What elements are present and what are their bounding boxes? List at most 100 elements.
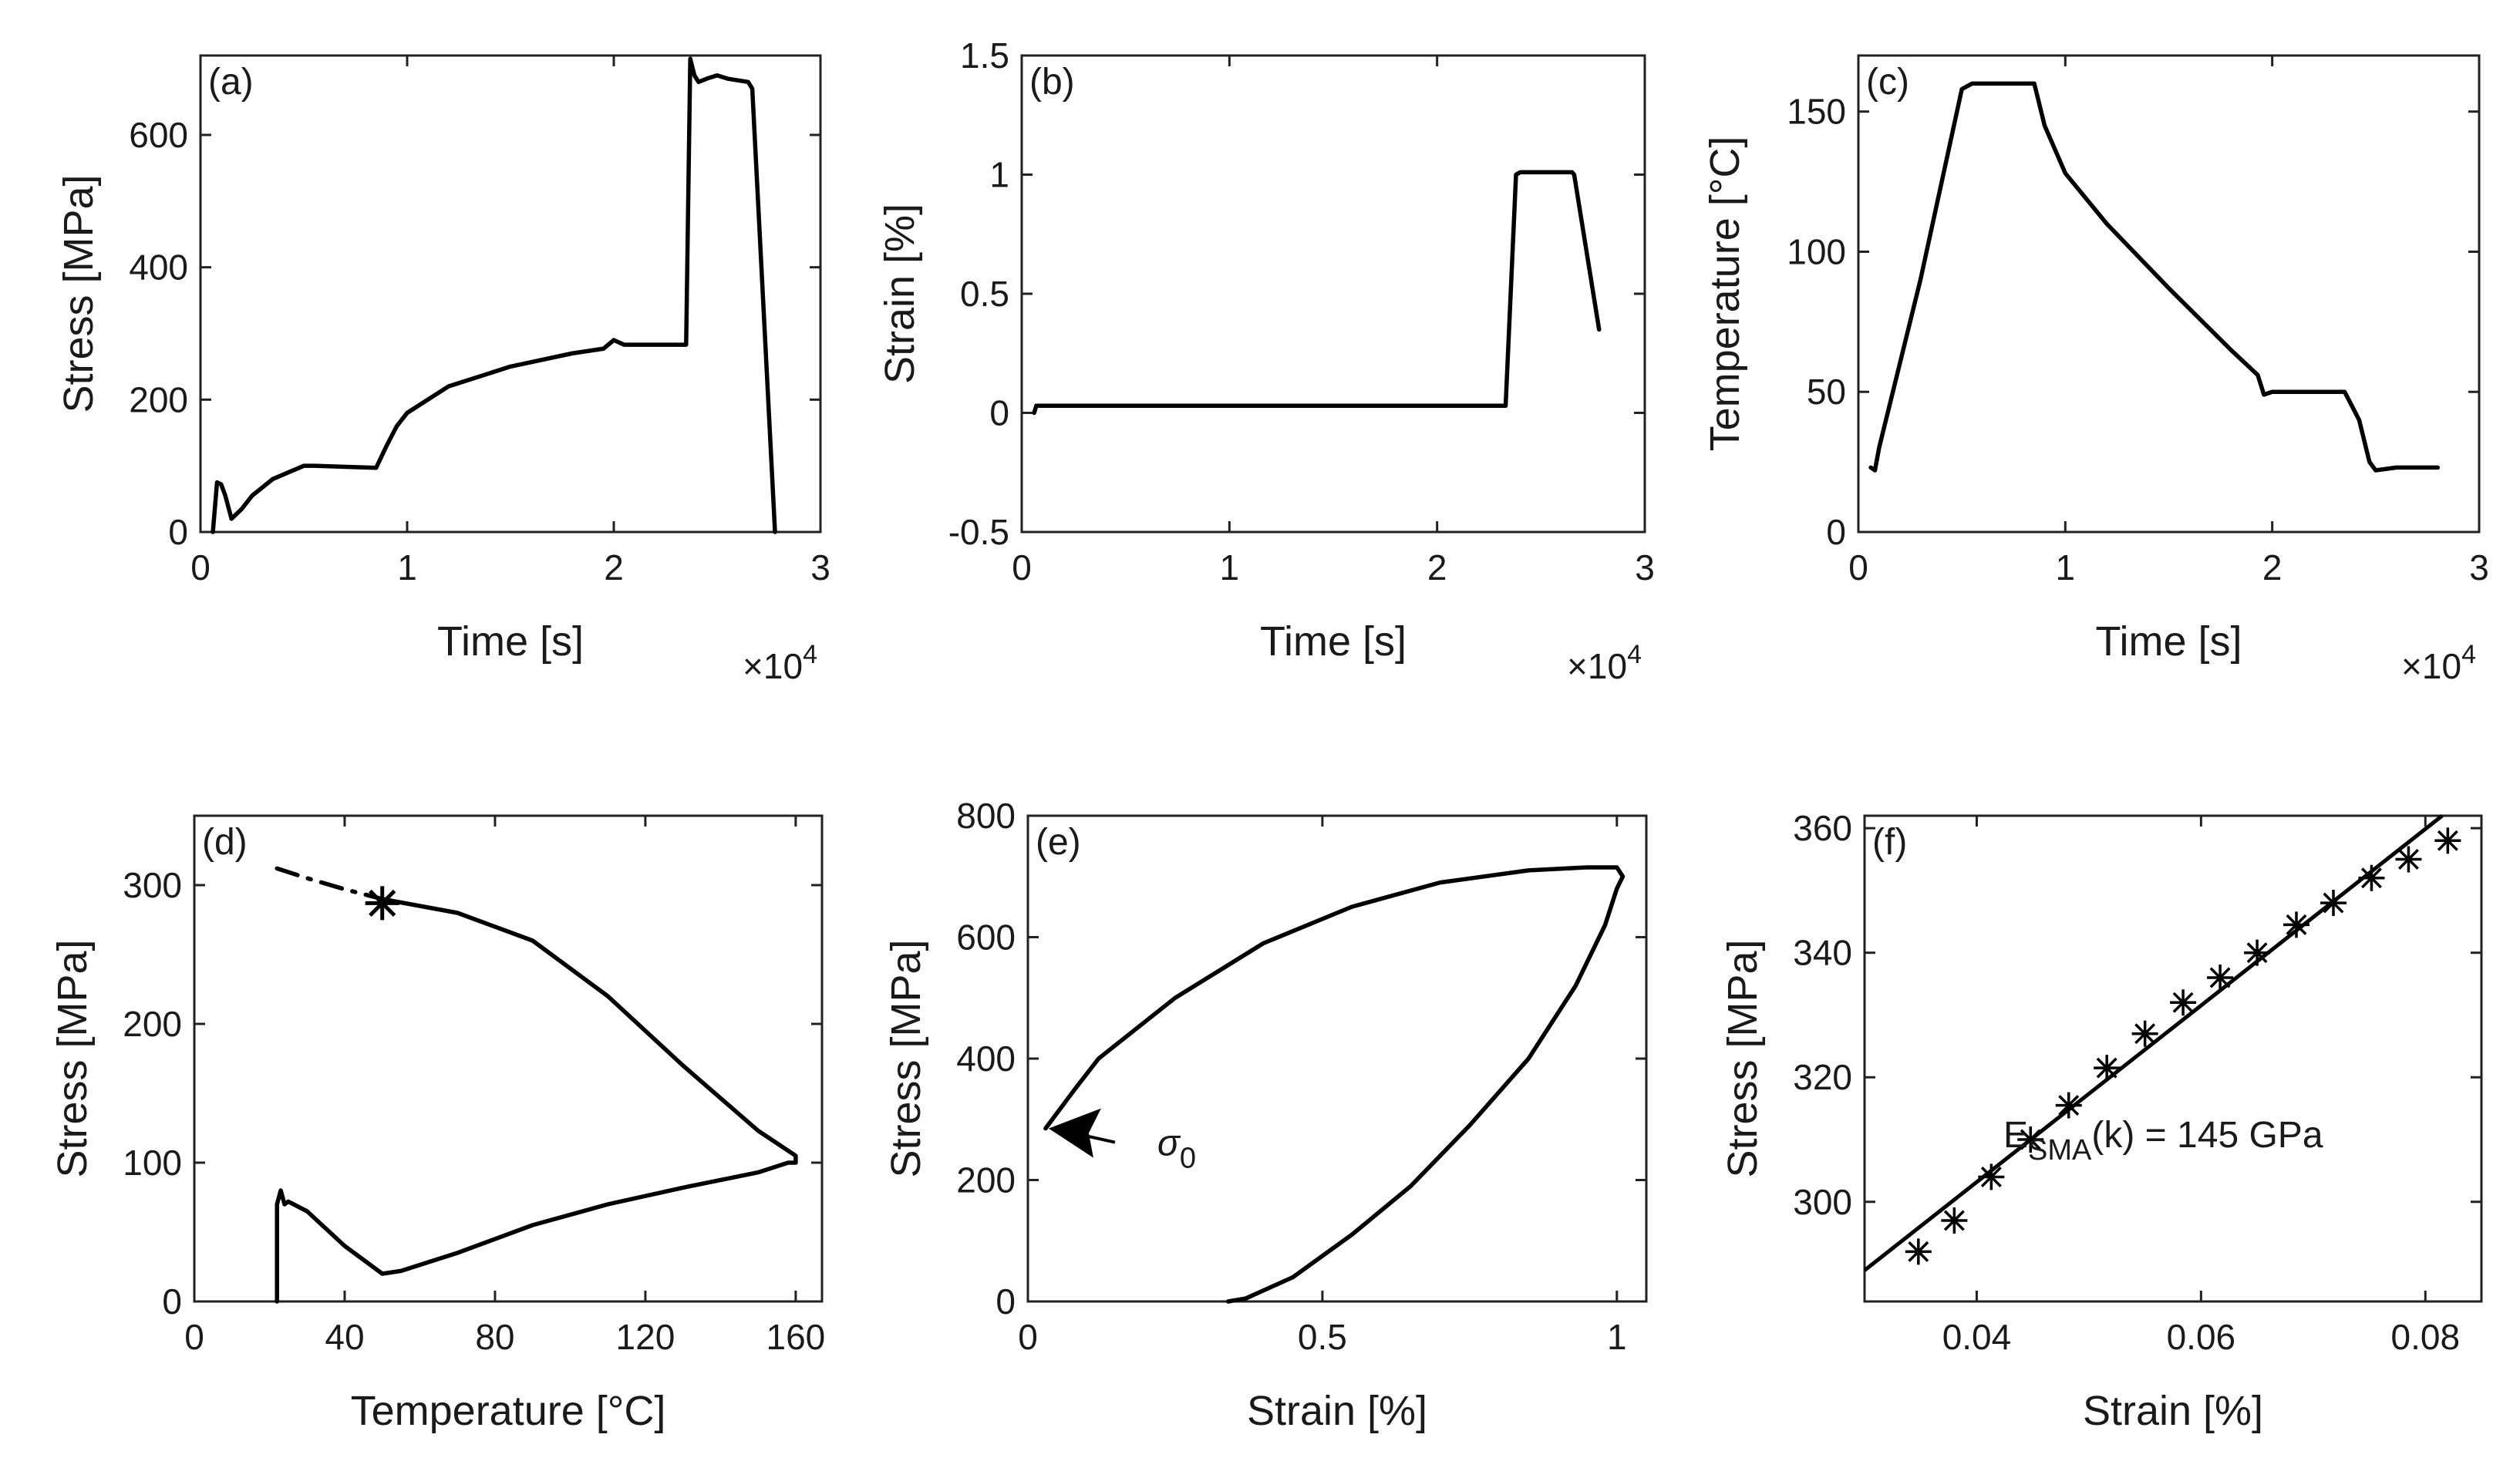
x-exponent-label: ×104: [2401, 640, 2476, 686]
scatter-point-stroke: [2134, 1023, 2156, 1045]
y-tick-label: 100: [123, 1143, 182, 1183]
y-tick-label: 360: [1793, 808, 1852, 848]
scatter-point-stroke: [2172, 992, 2194, 1013]
scatter-point-stroke: [2360, 867, 2382, 889]
panel-d: 0 40 80 120 160 0 100 200 300 Temperature [°C] Str…: [49, 814, 826, 1434]
scatter-point: [1941, 1207, 1968, 1234]
x-tick-label: 1: [2056, 547, 2076, 588]
y-tick-label: 150: [1787, 92, 1846, 132]
scatter-point-stroke: [2397, 849, 2419, 870]
x-tick-label: 0.04: [1942, 1317, 2012, 1357]
x-tick-label: 0: [1848, 547, 1868, 588]
y-tick-label: 0: [989, 393, 1009, 433]
scatter-point: [2434, 827, 2461, 854]
panel-label: (a): [208, 62, 254, 103]
y-tick-label: 300: [123, 865, 182, 905]
scatter-point: [2055, 1092, 2082, 1119]
y-tick-label: 300: [1793, 1182, 1852, 1222]
x-exponent-label: ×104: [743, 640, 817, 686]
x-axis-label: Time [s]: [1260, 618, 1407, 665]
plot-frame: [1026, 814, 1648, 1303]
y-tick-label: 340: [1793, 933, 1852, 973]
scatter-point-stroke: [1943, 1210, 1965, 1231]
scatter-point-stroke: [2209, 967, 2231, 988]
x-axis-label: Strain [%]: [2083, 1388, 2263, 1434]
panel-e: 0 0.5 1 0 200 400 600 800 Strain [%] Stress [MPa]…: [883, 796, 1648, 1434]
x-tick-label: 1: [1220, 547, 1240, 588]
sigma0-arrow-head: [1048, 1108, 1101, 1158]
fit-line: [1863, 814, 2444, 1272]
scatter-point: [2170, 989, 2197, 1016]
modulus-annotation: ESMA(k) = 145 GPa: [2003, 1115, 2323, 1167]
y-tick-label: 600: [129, 115, 188, 155]
scatter-point-stroke: [2096, 1057, 2117, 1079]
series-line-extrapolation: [275, 866, 385, 901]
x-axis-label: Time [s]: [437, 618, 584, 665]
panel-label: (b): [1029, 62, 1075, 103]
series-line-hysteresis: [1043, 865, 1626, 1304]
x-tick-label: 0: [184, 1317, 204, 1357]
y-tick-label: 0.5: [960, 274, 1009, 314]
x-tick-label: 3: [810, 547, 830, 588]
panel-f: 0.04 0.06 0.08 300 320 340 360 Strain [%] Stress…: [1720, 808, 2483, 1434]
y-tick-label: 600: [956, 918, 1016, 958]
y-tick-label: 0: [162, 1281, 182, 1322]
y-tick-label: 200: [956, 1160, 1016, 1200]
x-tick-label: 40: [325, 1317, 364, 1357]
panel-label: (f): [1872, 822, 1907, 863]
x-tick-label: 2: [1427, 547, 1447, 588]
scatter-point-stroke: [2437, 830, 2458, 851]
y-tick-label: 800: [956, 796, 1016, 836]
y-tick-label: 0: [168, 512, 188, 552]
y-tick-label: 0: [996, 1281, 1016, 1322]
series-line-stress: [211, 56, 777, 534]
panel-label: (d): [202, 822, 248, 863]
sigma0-annotation: σ0: [1157, 1123, 1196, 1175]
x-axis-label: Strain [%]: [1247, 1388, 1427, 1434]
panel-a: 0 1 2 3 0 200 400 600 Time [s] Stress [MPa] ×104 (a…: [56, 54, 830, 686]
x-tick-label: 0: [1012, 547, 1032, 588]
x-tick-label: 2: [2262, 547, 2282, 588]
y-tick-label: 0: [1826, 512, 1846, 552]
scatter-point-stroke: [1980, 1166, 2002, 1187]
x-tick-label: 1: [1607, 1317, 1627, 1357]
y-axis-label: Stress [MPa]: [883, 939, 929, 1177]
y-tick-label: -0.5: [948, 512, 1009, 552]
series-line-strain: [1032, 170, 1602, 416]
scatter-point-stroke: [1908, 1241, 1929, 1262]
x-tick-label: 0.06: [2167, 1317, 2236, 1357]
scatter-point: [2094, 1055, 2121, 1082]
y-axis-label: Temperature [°C]: [1702, 136, 1748, 452]
scatter-point: [2207, 965, 2234, 991]
plot-frame: [193, 814, 824, 1303]
x-tick-label: 80: [475, 1317, 514, 1357]
x-axis-label: Temperature [°C]: [351, 1388, 666, 1434]
y-tick-label: 200: [129, 379, 188, 419]
scatter-point: [2395, 846, 2422, 873]
x-tick-label: 0.08: [2391, 1317, 2461, 1357]
y-axis-label: Strain [%]: [877, 204, 923, 384]
scatter-point: [2131, 1020, 2158, 1047]
y-tick-label: 400: [956, 1039, 1016, 1079]
scatter-point-stroke: [2246, 942, 2268, 964]
x-tick-label: 3: [2469, 547, 2489, 588]
plot-frame: [1863, 814, 2483, 1303]
panel-label: (e): [1036, 822, 1081, 863]
x-tick-label: 0.5: [1298, 1317, 1347, 1357]
panel-label: (c): [1866, 62, 1909, 103]
y-tick-label: 100: [1787, 231, 1846, 271]
y-tick-label: 1.5: [960, 35, 1009, 76]
x-axis-label: Time [s]: [2095, 618, 2242, 665]
x-tick-label: 1: [397, 547, 417, 588]
scatter-point-stroke: [2058, 1095, 2080, 1116]
plot-frame: [1857, 54, 2481, 534]
x-tick-label: 0: [190, 547, 211, 588]
plot-frame: [199, 54, 822, 534]
y-axis-label: Stress [MPa]: [1720, 939, 1766, 1177]
scatter-point: [1905, 1238, 1932, 1265]
y-tick-label: 400: [129, 247, 188, 288]
y-tick-label: 1: [989, 155, 1009, 195]
x-tick-label: 160: [766, 1317, 826, 1357]
